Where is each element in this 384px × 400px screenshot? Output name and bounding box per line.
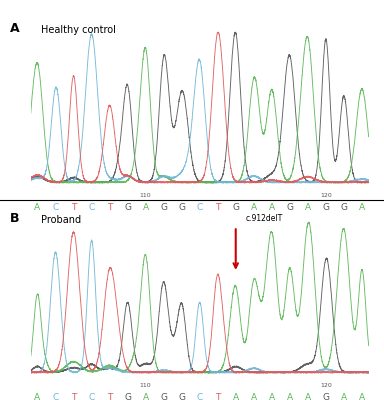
Text: A: A [305,202,311,212]
Text: A: A [251,202,257,212]
Text: A: A [142,202,149,212]
Text: A: A [359,393,365,400]
Text: C: C [52,202,59,212]
Text: A: A [142,393,149,400]
Text: G: G [322,393,329,400]
Text: G: G [124,202,131,212]
Text: T: T [107,393,112,400]
Text: A: A [287,393,293,400]
Text: 110: 110 [140,193,151,198]
Text: Healthy control: Healthy control [41,25,116,35]
Text: T: T [215,202,220,212]
Text: C: C [88,393,95,400]
Text: 120: 120 [320,193,332,198]
Text: A: A [359,202,365,212]
Text: Proband: Proband [41,215,81,225]
Text: G: G [124,393,131,400]
Text: T: T [71,202,76,212]
Text: T: T [215,393,220,400]
Text: A: A [35,202,41,212]
Text: G: G [340,202,348,212]
Text: A: A [10,22,19,35]
Text: G: G [178,393,185,400]
Text: T: T [71,393,76,400]
Text: A: A [269,393,275,400]
Text: C: C [88,202,95,212]
Text: B: B [10,212,19,225]
Text: G: G [178,202,185,212]
Text: 120: 120 [320,383,332,388]
Text: A: A [305,393,311,400]
Text: 110: 110 [140,383,151,388]
Text: G: G [286,202,293,212]
Text: G: G [322,202,329,212]
Text: A: A [251,393,257,400]
Text: A: A [233,393,239,400]
Text: T: T [107,202,112,212]
Text: A: A [35,393,41,400]
Text: A: A [341,393,347,400]
Text: G: G [160,202,167,212]
Text: G: G [160,393,167,400]
Text: A: A [269,202,275,212]
Text: C: C [197,202,203,212]
Text: c.912delT: c.912delT [246,214,283,223]
Text: G: G [232,202,239,212]
Text: C: C [52,393,59,400]
Text: C: C [197,393,203,400]
